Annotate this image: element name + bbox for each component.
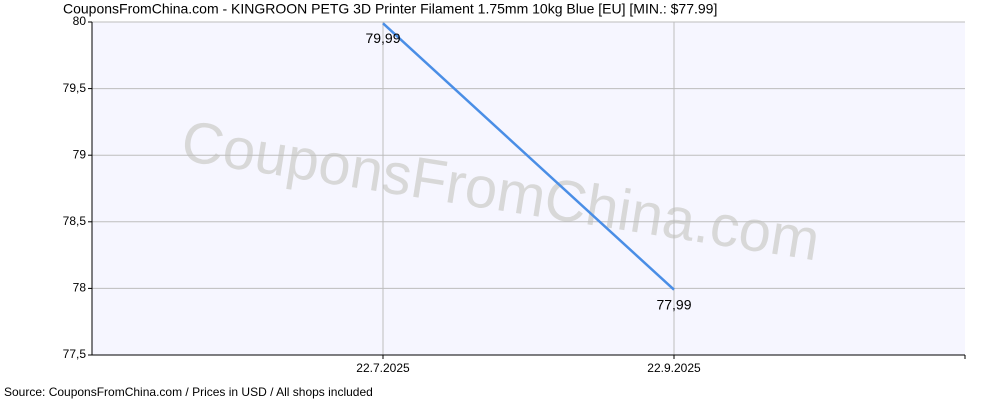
chart-title: CouponsFromChina.com - KINGROON PETG 3D … <box>63 1 717 17</box>
data-label: 77,99 <box>656 296 691 312</box>
plot-area <box>92 22 965 355</box>
data-label: 79,99 <box>365 30 400 46</box>
y-tick-label: 79 <box>73 147 87 161</box>
y-tick-label: 80 <box>73 14 87 28</box>
source-note: Source: CouponsFromChina.com / Prices in… <box>4 385 373 399</box>
price-line <box>382 22 675 291</box>
x-tick-label: 22.7.2025 <box>356 361 410 375</box>
x-tick-label: 22.9.2025 <box>647 361 701 375</box>
y-tick-label: 77,5 <box>63 347 87 361</box>
y-tick-label: 78 <box>73 281 87 295</box>
y-tick-label: 79,5 <box>63 81 87 95</box>
y-tick-label: 78,5 <box>63 214 87 228</box>
